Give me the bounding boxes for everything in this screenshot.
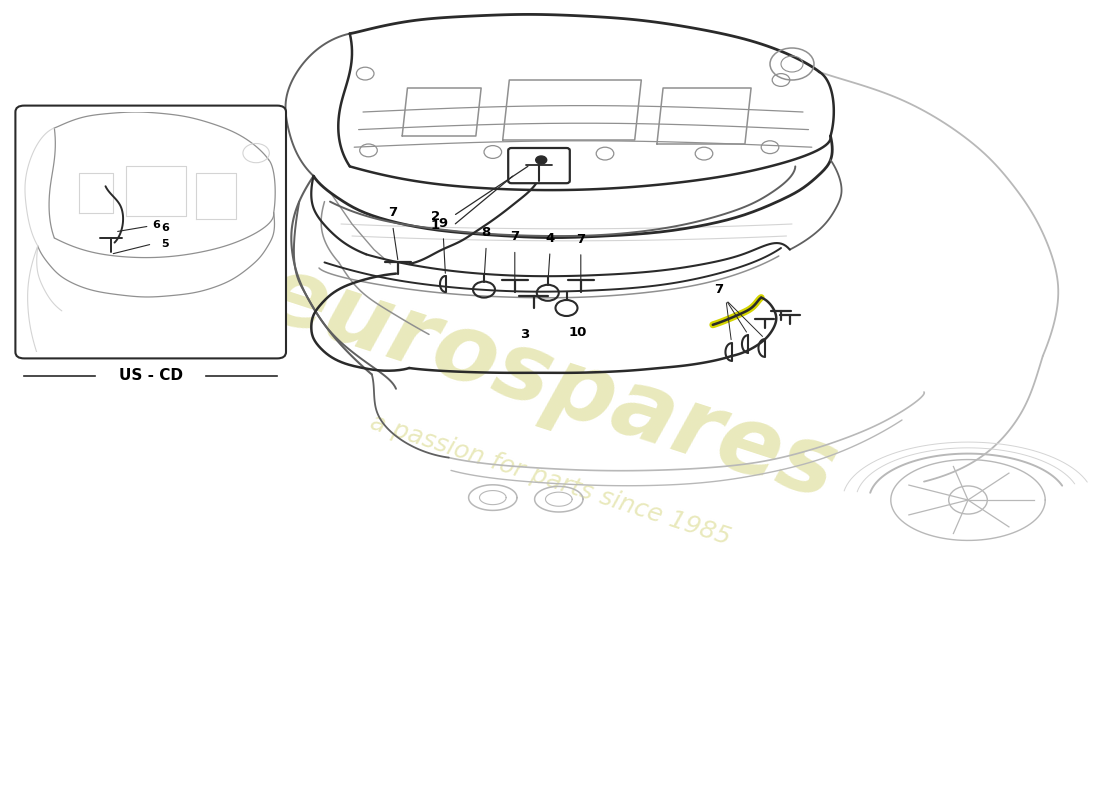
Text: 6: 6: [161, 223, 169, 233]
Text: a passion for parts since 1985: a passion for parts since 1985: [366, 410, 734, 550]
FancyBboxPatch shape: [508, 148, 570, 183]
Text: 8: 8: [482, 226, 491, 239]
Text: 7: 7: [714, 283, 723, 296]
Text: 1: 1: [431, 219, 440, 232]
Text: 3: 3: [520, 328, 529, 341]
Text: 2: 2: [431, 210, 440, 222]
Text: US - CD: US - CD: [119, 369, 183, 383]
FancyBboxPatch shape: [15, 106, 286, 358]
Text: 7: 7: [388, 206, 397, 219]
Text: 5: 5: [161, 239, 168, 249]
Text: 7: 7: [576, 233, 585, 246]
Text: eurospares: eurospares: [252, 248, 848, 520]
Text: 6: 6: [118, 220, 161, 231]
Text: 9: 9: [439, 217, 448, 230]
Text: 7: 7: [510, 230, 519, 243]
Text: 10: 10: [569, 326, 586, 338]
Circle shape: [536, 156, 547, 164]
Text: 4: 4: [546, 232, 554, 245]
